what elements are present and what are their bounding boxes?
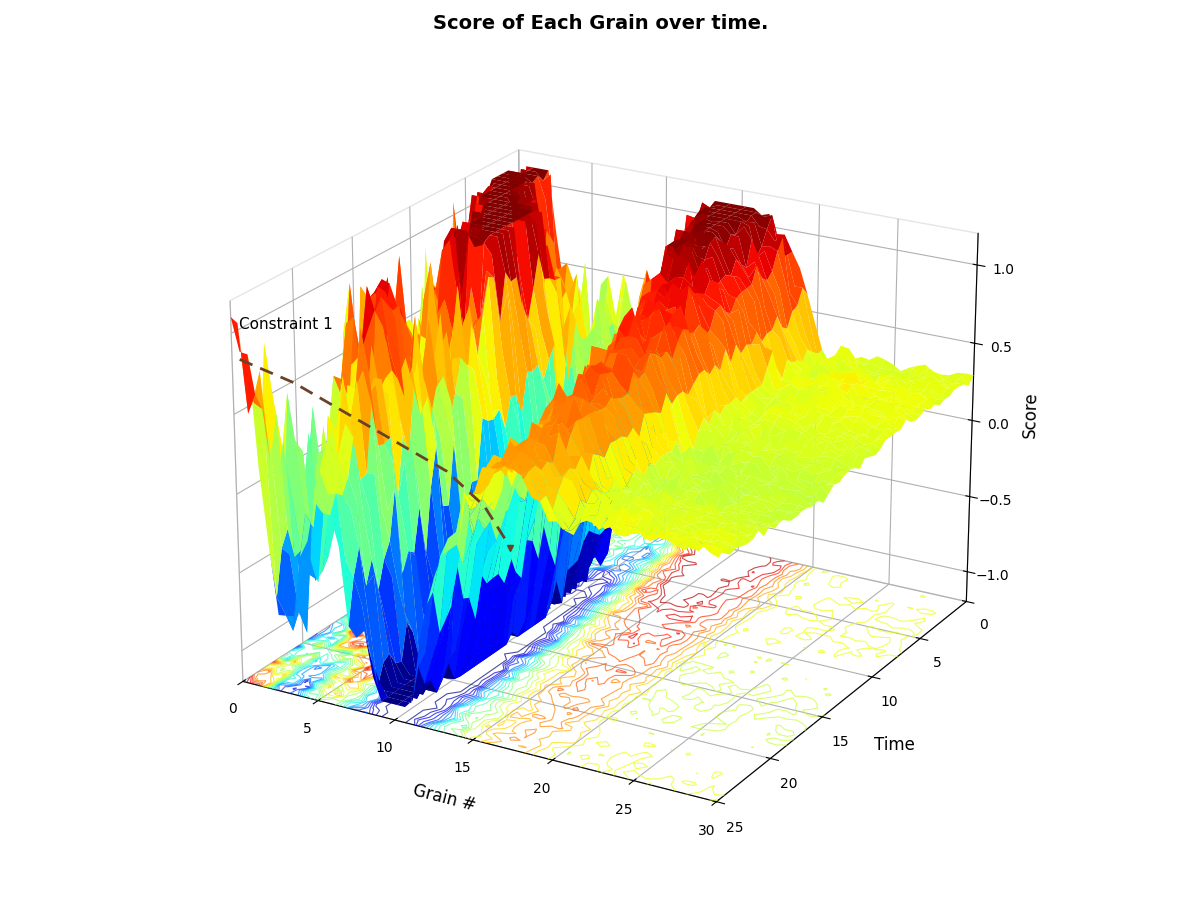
Title: Score of Each Grain over time.: Score of Each Grain over time.	[432, 14, 769, 33]
Y-axis label: Time: Time	[874, 736, 915, 754]
X-axis label: Grain #: Grain #	[411, 781, 478, 815]
